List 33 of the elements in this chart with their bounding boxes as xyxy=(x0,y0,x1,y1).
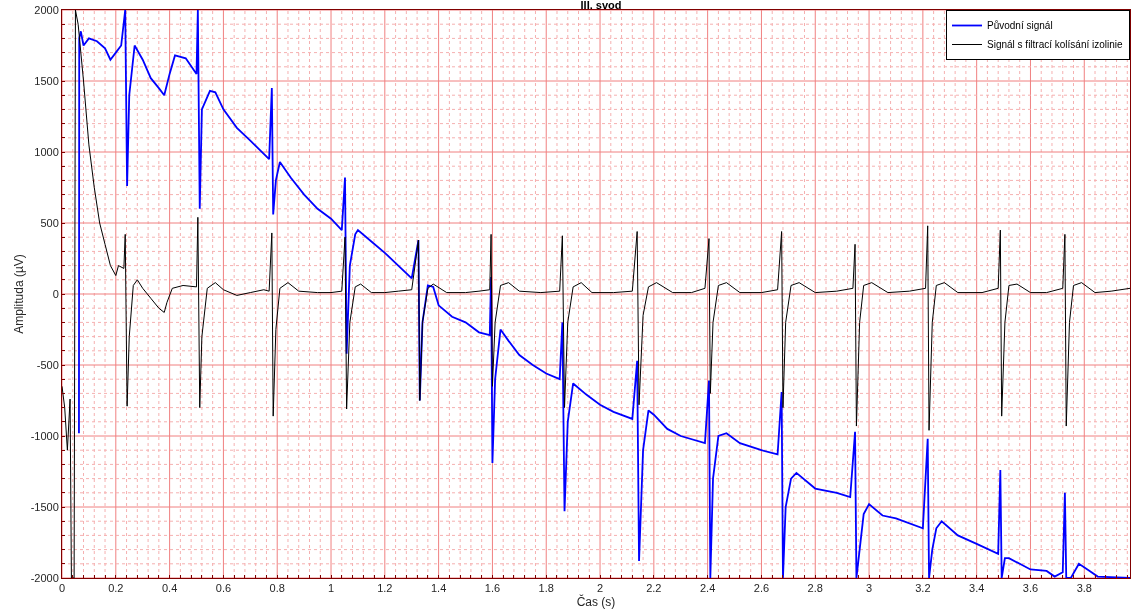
x-tick-label: 1.8 xyxy=(538,582,554,595)
x-tick-label: 2.8 xyxy=(807,582,823,595)
x-tick-label: 1 xyxy=(327,582,335,595)
legend-label: Původní signál xyxy=(987,20,1053,32)
y-tick-label: -1000 xyxy=(30,429,59,442)
x-tick-label: 3 xyxy=(865,582,873,595)
y-axis-title: Amplituda (µV) xyxy=(11,254,26,334)
x-tick-label: 3.2 xyxy=(915,582,931,595)
x-tick-label: 0.8 xyxy=(269,582,285,595)
x-tick-label: 2 xyxy=(596,582,604,595)
y-tick-label: -1500 xyxy=(30,500,59,513)
x-tick-label: 0.4 xyxy=(161,582,178,595)
y-tick-label: 0 xyxy=(52,287,59,300)
x-tick-label: 3.8 xyxy=(1076,582,1092,595)
x-axis-title: Čas (s) xyxy=(576,594,616,610)
x-tick-label: 0.6 xyxy=(215,582,232,595)
y-tick-label: 1500 xyxy=(34,74,59,87)
y-tick-label: 2000 xyxy=(34,3,59,16)
chart-title: III. svod xyxy=(580,0,622,11)
x-tick-label: 1.2 xyxy=(377,582,393,595)
x-tick-label: 2.6 xyxy=(753,582,770,595)
x-tick-label: 0.2 xyxy=(108,582,124,595)
x-tick-label: 1.4 xyxy=(430,582,447,595)
x-tick-label: 1.6 xyxy=(484,582,501,595)
x-tick-label: 3.6 xyxy=(1022,582,1039,595)
y-tick-label: 1000 xyxy=(34,145,59,158)
x-tick-label: 2.4 xyxy=(699,582,716,595)
y-tick-label: -500 xyxy=(36,358,59,371)
y-tick-label: -2000 xyxy=(30,571,59,584)
x-tick-label: 3.4 xyxy=(969,582,985,595)
x-tick-label: 2.2 xyxy=(646,582,662,595)
y-tick-label: 500 xyxy=(40,216,59,229)
legend-label: Signál s filtrací kolísání izolinie xyxy=(987,39,1124,51)
